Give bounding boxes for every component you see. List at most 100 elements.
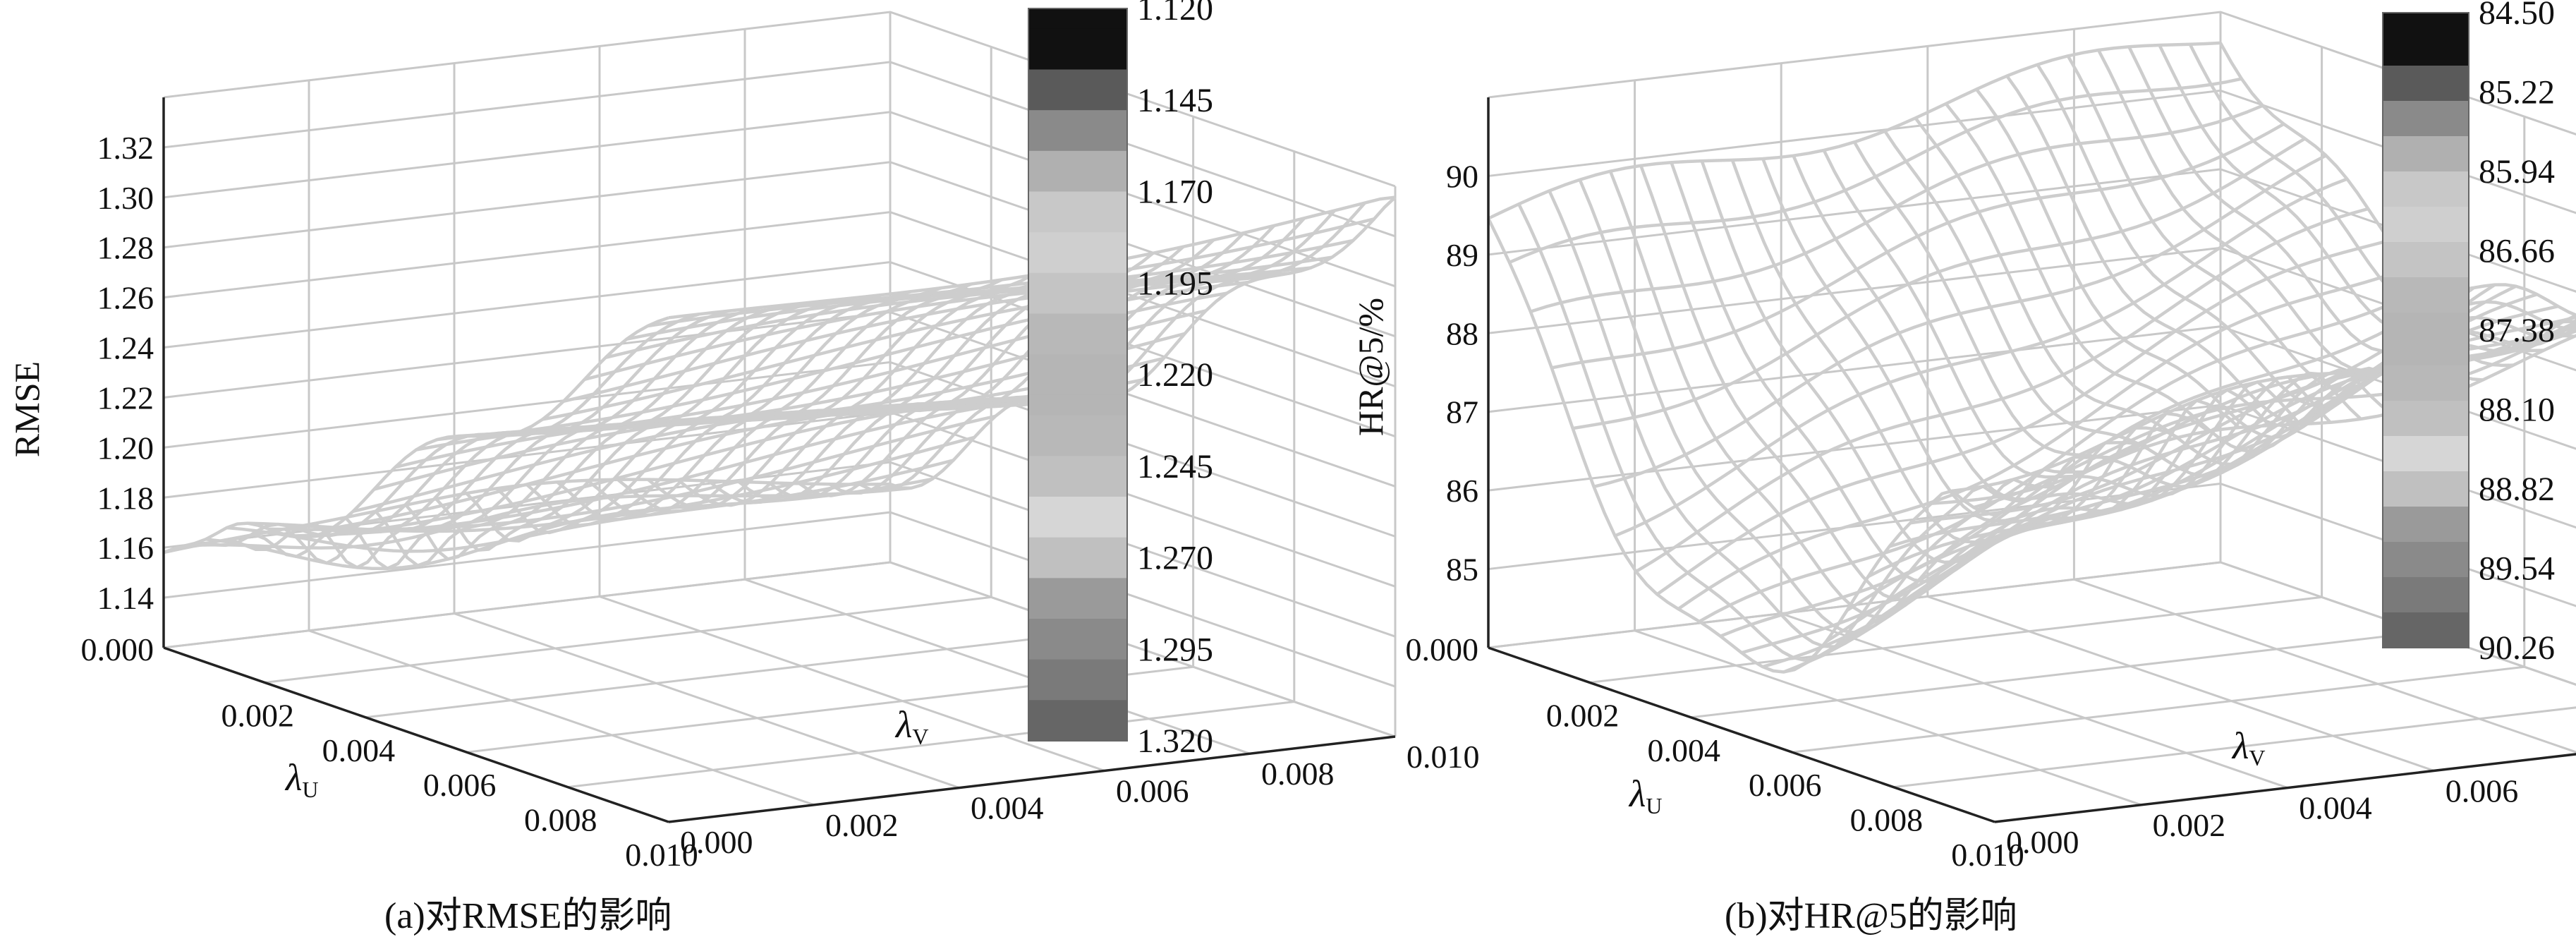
colorbar-cell [1028, 90, 1127, 111]
y-axis-label-sub: V [2249, 745, 2265, 770]
colorbar-cell [1028, 334, 1127, 355]
y-tick-label: 0.002 [2153, 807, 2226, 843]
y-tick-label: 0.006 [1116, 773, 1189, 809]
colorbar-cell [2383, 313, 2469, 331]
colorbar-tick-label: 1.145 [1137, 82, 1213, 119]
x-tick-label: 0.008 [1850, 802, 1924, 838]
x-tick-label: 0.002 [1546, 697, 1620, 733]
colorbar-cell [2383, 13, 2469, 31]
colorbar-cell [1028, 517, 1127, 538]
colorbar-cell [1028, 598, 1127, 619]
colorbar-cell [1028, 639, 1127, 660]
colorbar-cell [2383, 83, 2469, 102]
y-tick-label: 0.010 [1407, 739, 1480, 775]
x-tick-label: 0.004 [1647, 732, 1720, 768]
floor-grid-line [1928, 596, 2434, 770]
y-tick-label: 0.006 [2446, 773, 2519, 809]
colorbar-cell [1028, 395, 1127, 416]
z-tick-label: 1.22 [97, 380, 154, 416]
colorbar-cell [1028, 131, 1127, 152]
x-tick-label: 0.000 [1406, 631, 1479, 667]
z-tick-label: 1.14 [97, 580, 154, 616]
colorbar-cell [2383, 189, 2469, 207]
colorbar-tick-label: 87.38 [2479, 312, 2555, 349]
colorbar-cell [1028, 110, 1127, 131]
colorbar-cell [2383, 507, 2469, 525]
colorbar-cell [1028, 253, 1127, 274]
colorbar-cell [2383, 66, 2469, 84]
colorbar-cell [2383, 277, 2469, 296]
colorbar-tick-label: 1.245 [1137, 448, 1213, 485]
colorbar-cell [2383, 383, 2469, 401]
colorbar-tick-label: 1.170 [1137, 174, 1213, 211]
x-tick-label: 0.006 [1749, 767, 1822, 803]
floor-grid-line [265, 597, 991, 682]
colorbar-cell [2383, 224, 2469, 243]
colorbar-cell [1028, 416, 1127, 437]
colorbar-cell [1028, 232, 1127, 253]
y-axis-label-sub: V [912, 724, 928, 749]
colorbar-cell [2383, 101, 2469, 119]
z-tick-label: 85 [1446, 552, 1478, 588]
colorbar-cell [2383, 489, 2469, 507]
z-tick-label: 86 [1446, 473, 1478, 509]
y-tick-label: 0.000 [680, 824, 753, 860]
colorbar-cell [1028, 192, 1127, 213]
colorbar-cell [1028, 70, 1127, 91]
z-axis-label: RMSE [7, 361, 47, 457]
colorbar-cell [1028, 294, 1127, 315]
colorbar-cell [1028, 558, 1127, 579]
colorbar-cell [1028, 49, 1127, 71]
colorbar-cell [2383, 471, 2469, 490]
colorbar-cell [2383, 171, 2469, 190]
x-axis-label: λU [284, 756, 319, 802]
colorbar-tick-label: 85.22 [2479, 74, 2555, 111]
colorbar-cell [1028, 700, 1127, 721]
colorbar-tick-label: 85.94 [2479, 153, 2555, 190]
colorbar-tick-label: 1.120 [1137, 0, 1213, 28]
z-tick-label: 90 [1446, 158, 1478, 194]
z-tick-label: 1.16 [97, 530, 154, 566]
colorbar-cell [1028, 273, 1127, 294]
z-tick-label: 1.24 [97, 330, 154, 366]
colorbar-cell [2383, 119, 2469, 137]
colorbar-cell [2383, 630, 2469, 648]
colorbar-cell [2383, 48, 2469, 66]
colorbar-cell [1028, 8, 1127, 30]
caption-hr5: (b)对HR@5的影响 [1725, 885, 2017, 938]
z-tick-label: 87 [1446, 394, 1478, 430]
colorbar-cell [2383, 136, 2469, 155]
colorbar-cell [1028, 314, 1127, 335]
colorbar-cell [1028, 497, 1127, 518]
colorbar-cell [2383, 454, 2469, 472]
z-tick-label: 1.30 [97, 180, 154, 216]
colorbar-cell [1028, 538, 1127, 559]
colorbar-cell [1028, 720, 1127, 742]
y-tick-label: 0.002 [825, 807, 899, 843]
floor-grid-line [309, 631, 814, 805]
y-tick-label: 0.000 [2006, 824, 2079, 860]
colorbar-cell [2383, 295, 2469, 313]
z-tick-label: 1.20 [97, 430, 154, 466]
floor-grid-line [1590, 597, 2322, 682]
colorbar-cell [1028, 680, 1127, 701]
colorbar-cell [2383, 542, 2469, 560]
floor-grid-line [1792, 667, 2525, 752]
x-axis-label-sub: U [302, 777, 318, 802]
colorbar-cell [2383, 365, 2469, 384]
z-tick-label: 88 [1446, 315, 1478, 351]
colorbar-cell [1028, 436, 1127, 457]
colorbar-cell [1028, 212, 1127, 233]
x-tick-label: 0.008 [524, 802, 597, 838]
colorbar-cell [1028, 171, 1127, 193]
colorbar-cell [2383, 595, 2469, 613]
colorbar-cell [1028, 151, 1127, 172]
colorbar-cell [2383, 330, 2469, 349]
y-axis-label: λV [894, 703, 929, 749]
floor-grid-line [454, 614, 959, 788]
x-tick-label: 0.002 [221, 697, 294, 733]
colorbar-tick-label: 86.66 [2479, 233, 2555, 270]
x-axis-line [1488, 648, 1995, 822]
caption-rmse: (a)对RMSE的影响 [384, 885, 672, 938]
